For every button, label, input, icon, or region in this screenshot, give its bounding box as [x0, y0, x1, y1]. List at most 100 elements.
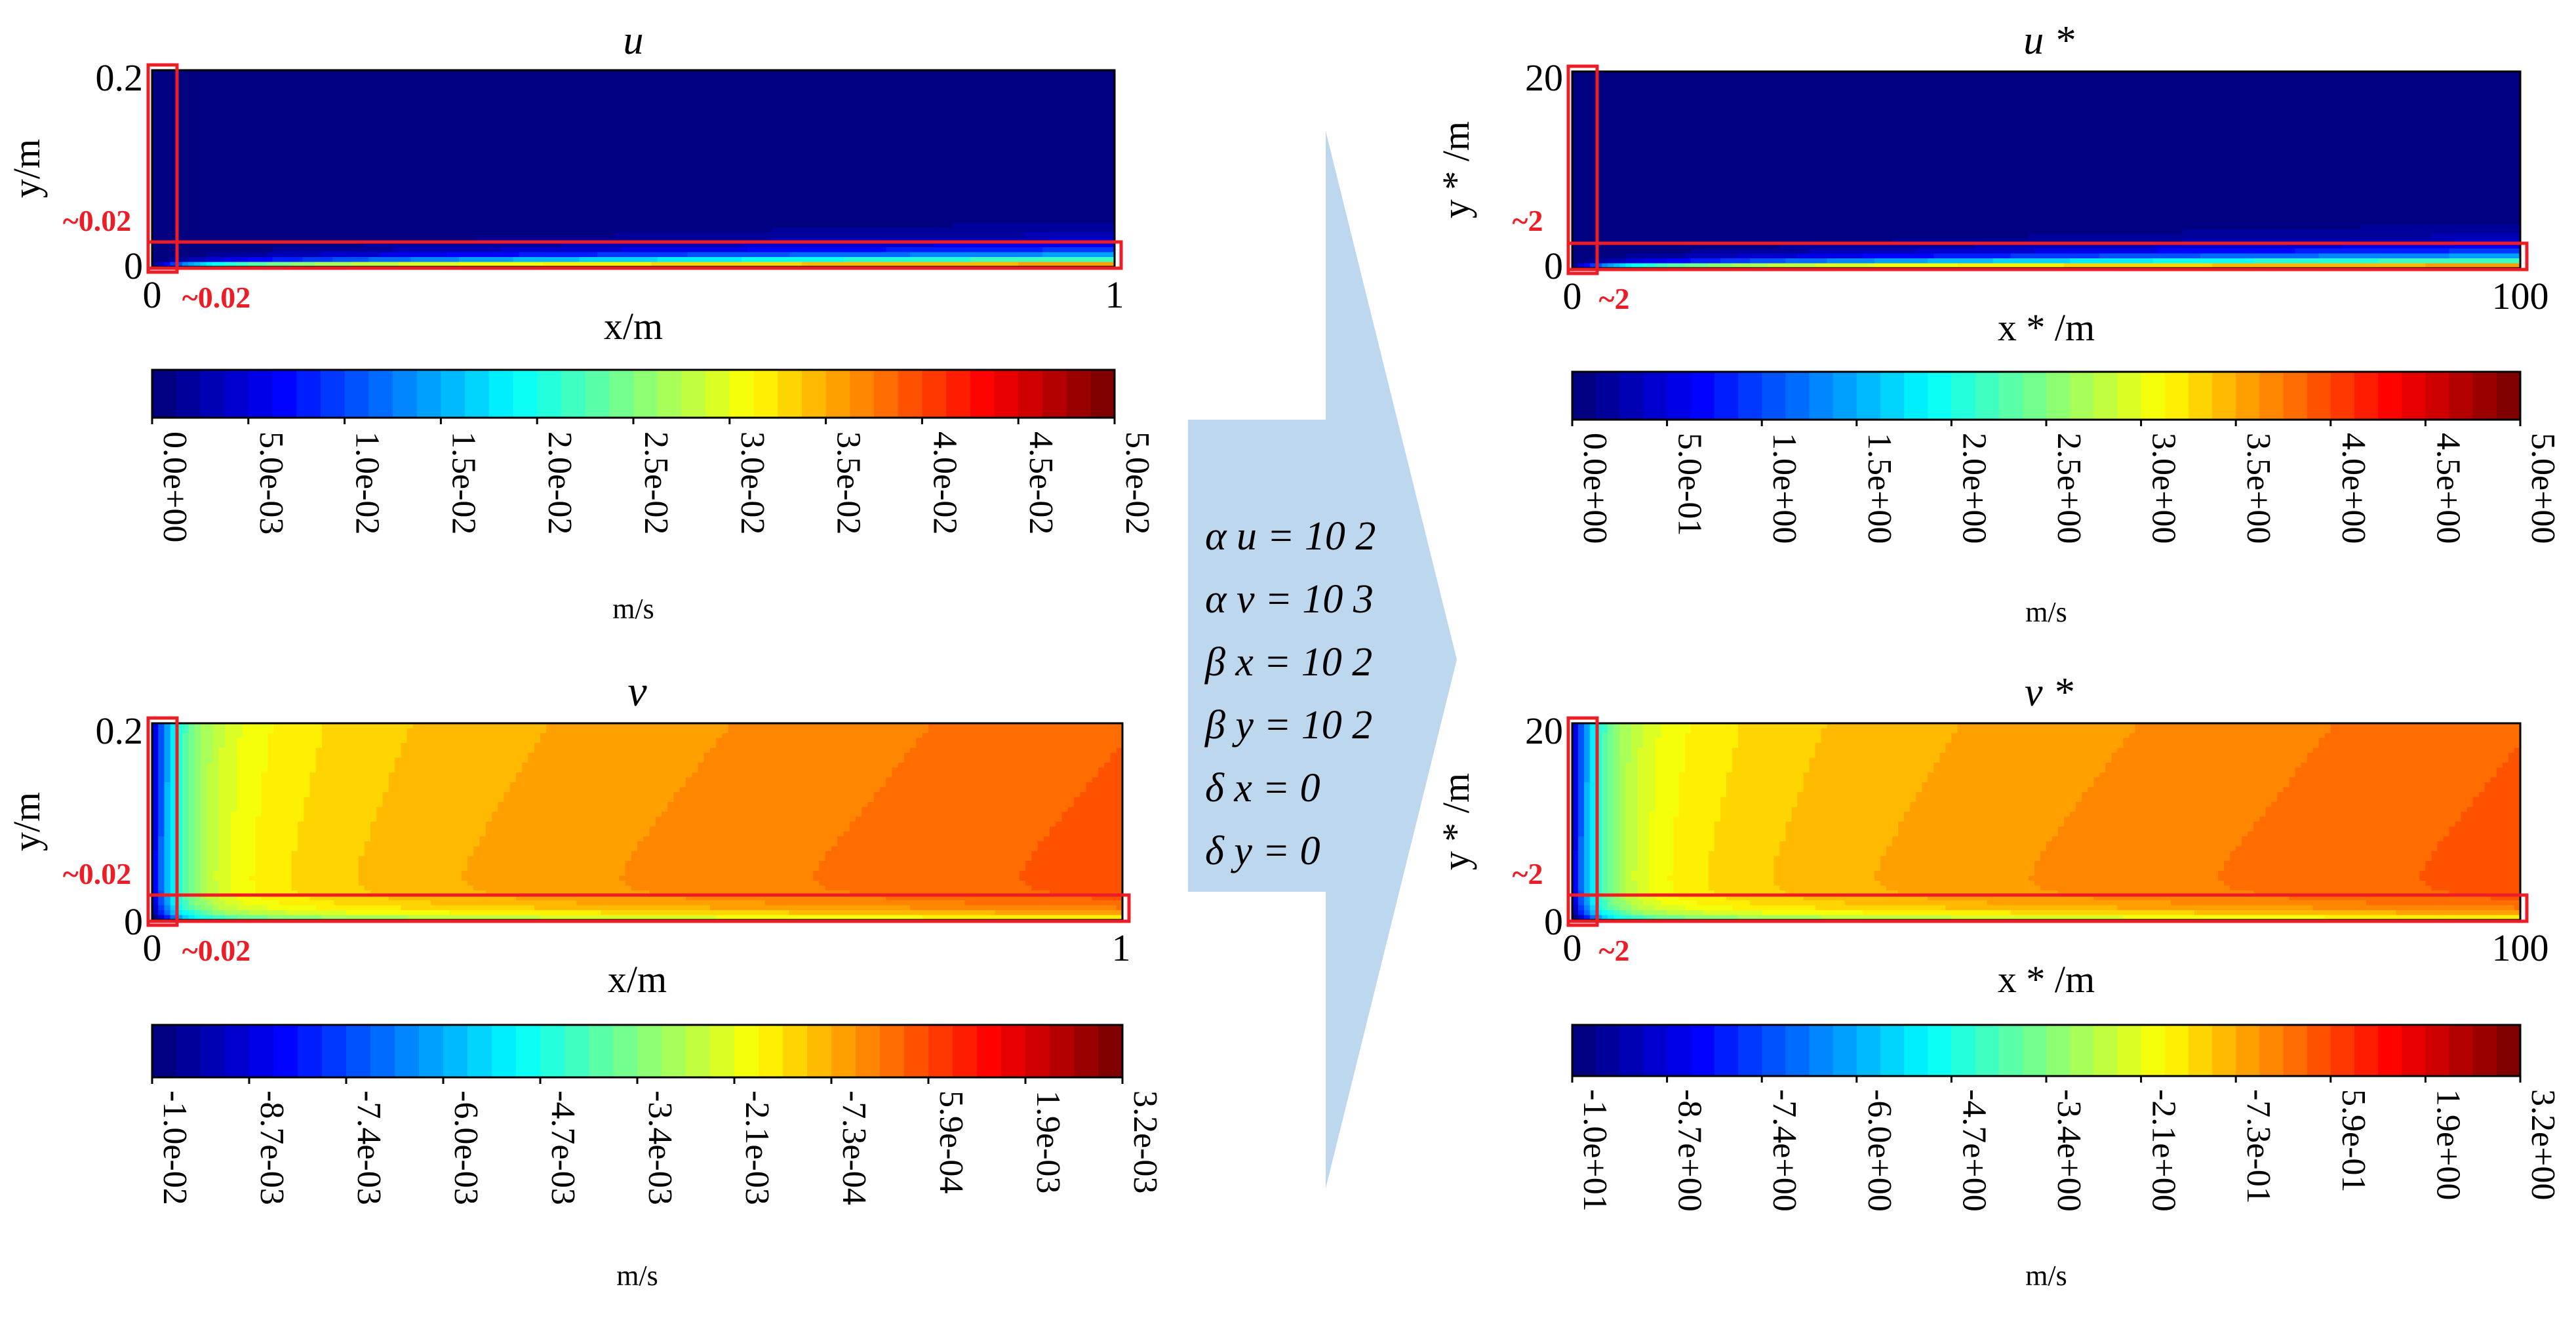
heatmap-cell: [627, 80, 634, 86]
heatmap-cell: [1108, 129, 1115, 135]
heatmap-cell: [735, 100, 742, 106]
heatmap-cell: [1018, 198, 1025, 204]
heatmap-cell: [290, 134, 297, 140]
heatmap-cell: [429, 159, 436, 165]
heatmap-cell: [555, 144, 562, 150]
heatmap-cell: [1018, 124, 1025, 130]
heatmap-cell: [254, 134, 261, 140]
heatmap-cell: [1048, 163, 1056, 169]
heatmap-cell: [344, 183, 351, 189]
heatmap-cell: [916, 104, 923, 110]
heatmap-cell: [212, 169, 219, 174]
heatmap-cell: [494, 104, 502, 110]
heatmap-cell: [1006, 90, 1013, 96]
heatmap-cell: [687, 114, 694, 120]
heatmap-cell: [615, 169, 622, 174]
heatmap-cell: [928, 134, 935, 140]
heatmap-cell: [290, 212, 297, 218]
heatmap-cell: [778, 188, 785, 194]
heatmap-cell: [513, 119, 520, 125]
heatmap-cell: [290, 129, 297, 135]
heatmap-cell: [1036, 94, 1043, 100]
heatmap-cell: [1000, 153, 1007, 159]
heatmap-cell: [591, 208, 598, 214]
heatmap-cell: [224, 75, 231, 81]
heatmap-cell: [416, 163, 424, 169]
heatmap-cell: [1096, 100, 1103, 106]
heatmap-cell: [494, 134, 502, 140]
heatmap-cell: [1000, 114, 1007, 120]
heatmap-cell: [314, 193, 321, 199]
heatmap-cell: [747, 203, 755, 209]
heatmap-cell: [850, 212, 857, 218]
heatmap-cell: [772, 149, 779, 155]
heatmap-cell: [494, 139, 502, 145]
heatmap-cell: [519, 153, 526, 159]
heatmap-cell: [801, 153, 808, 159]
heatmap-cell: [176, 85, 183, 90]
heatmap-cell: [410, 203, 418, 209]
heatmap-cell: [405, 80, 412, 86]
heatmap-cell: [699, 75, 706, 81]
heatmap-cell: [458, 119, 466, 125]
heatmap-cell: [380, 94, 387, 100]
heatmap-cell: [862, 70, 869, 76]
heatmap-cell: [567, 183, 574, 189]
heatmap-cell: [236, 208, 243, 214]
heatmap-cell: [952, 153, 959, 159]
heatmap-cell: [435, 203, 442, 209]
heatmap-cell: [441, 153, 448, 159]
heatmap-cell: [735, 104, 742, 110]
heatmap-cell: [717, 134, 724, 140]
heatmap-cell: [633, 104, 640, 110]
heatmap-cell: [422, 144, 429, 150]
heatmap-cell: [194, 159, 201, 165]
heatmap-cell: [212, 75, 219, 81]
heatmap-cell: [525, 173, 532, 179]
heatmap-cell: [320, 124, 327, 130]
heatmap-cell: [422, 149, 429, 155]
heatmap-cell: [374, 124, 382, 130]
heatmap-cell: [862, 104, 869, 110]
heatmap-cell: [1024, 212, 1031, 218]
heatmap-cell: [458, 129, 466, 135]
heatmap-cell: [946, 183, 953, 189]
heatmap-cell: [206, 169, 213, 174]
heatmap-cell: [435, 183, 442, 189]
heatmap-cell: [910, 144, 917, 150]
heatmap-cell: [952, 70, 959, 76]
heatmap-cell: [663, 159, 670, 165]
heatmap-cell: [753, 129, 761, 135]
heatmap-cell: [344, 80, 351, 86]
heatmap-cell: [934, 80, 941, 86]
heatmap-cell: [308, 208, 315, 214]
heatmap-cell: [543, 144, 550, 150]
heatmap-cell: [212, 193, 219, 199]
heatmap-cell: [867, 212, 875, 218]
heatmap-cell: [699, 159, 706, 165]
heatmap-cell: [1090, 90, 1098, 96]
heatmap-cell: [837, 183, 844, 189]
heatmap-cell: [898, 80, 905, 86]
heatmap-cell: [669, 129, 677, 135]
heatmap-cell: [531, 85, 538, 90]
heatmap-cell: [645, 75, 652, 81]
heatmap-cell: [772, 94, 779, 100]
heatmap-cell: [320, 114, 327, 120]
heatmap-cell: [699, 134, 706, 140]
heatmap-cell: [850, 134, 857, 140]
heatmap-cell: [814, 119, 821, 125]
heatmap-cell: [212, 100, 219, 106]
heatmap-cell: [699, 163, 706, 169]
heatmap-cell: [591, 178, 598, 184]
heatmap-cell: [1042, 149, 1049, 155]
heatmap-cell: [669, 85, 677, 90]
heatmap-cell: [1066, 218, 1073, 224]
heatmap-cell: [452, 139, 460, 145]
heatmap-cell: [410, 100, 418, 106]
heatmap-cell: [735, 208, 742, 214]
heatmap-cell: [808, 104, 815, 110]
heatmap-cell: [1066, 173, 1073, 179]
heatmap-cell: [609, 114, 616, 120]
heatmap-cell: [856, 153, 863, 159]
